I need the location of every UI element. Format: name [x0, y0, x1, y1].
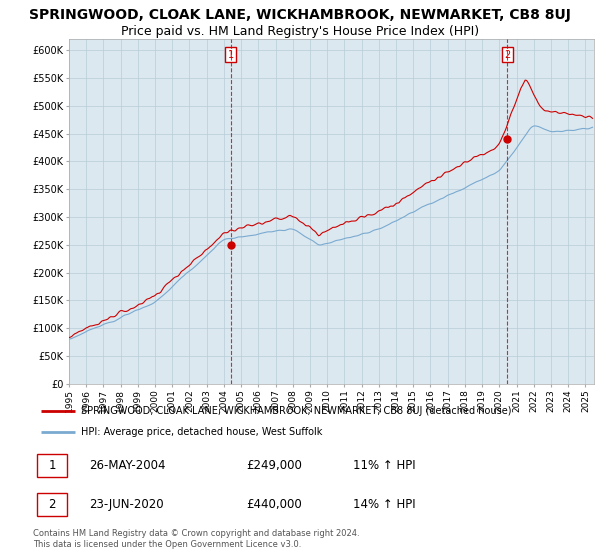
Text: £440,000: £440,000 [246, 498, 302, 511]
Text: SPRINGWOOD, CLOAK LANE, WICKHAMBROOK, NEWMARKET, CB8 8UJ: SPRINGWOOD, CLOAK LANE, WICKHAMBROOK, NE… [29, 8, 571, 22]
Text: 2: 2 [49, 498, 56, 511]
Text: HPI: Average price, detached house, West Suffolk: HPI: Average price, detached house, West… [80, 427, 322, 437]
Text: Price paid vs. HM Land Registry's House Price Index (HPI): Price paid vs. HM Land Registry's House … [121, 25, 479, 38]
Text: £249,000: £249,000 [246, 459, 302, 472]
Text: 14% ↑ HPI: 14% ↑ HPI [353, 498, 415, 511]
Text: SPRINGWOOD, CLOAK LANE, WICKHAMBROOK, NEWMARKET, CB8 8UJ (detached house): SPRINGWOOD, CLOAK LANE, WICKHAMBROOK, NE… [80, 406, 511, 416]
Text: 26-MAY-2004: 26-MAY-2004 [89, 459, 166, 472]
FancyBboxPatch shape [37, 493, 67, 516]
Text: 1: 1 [49, 459, 56, 472]
Text: 2: 2 [504, 49, 511, 59]
Text: 23-JUN-2020: 23-JUN-2020 [89, 498, 164, 511]
Text: 1: 1 [228, 49, 234, 59]
Text: Contains HM Land Registry data © Crown copyright and database right 2024.
This d: Contains HM Land Registry data © Crown c… [33, 529, 359, 549]
FancyBboxPatch shape [37, 454, 67, 477]
Text: 11% ↑ HPI: 11% ↑ HPI [353, 459, 415, 472]
